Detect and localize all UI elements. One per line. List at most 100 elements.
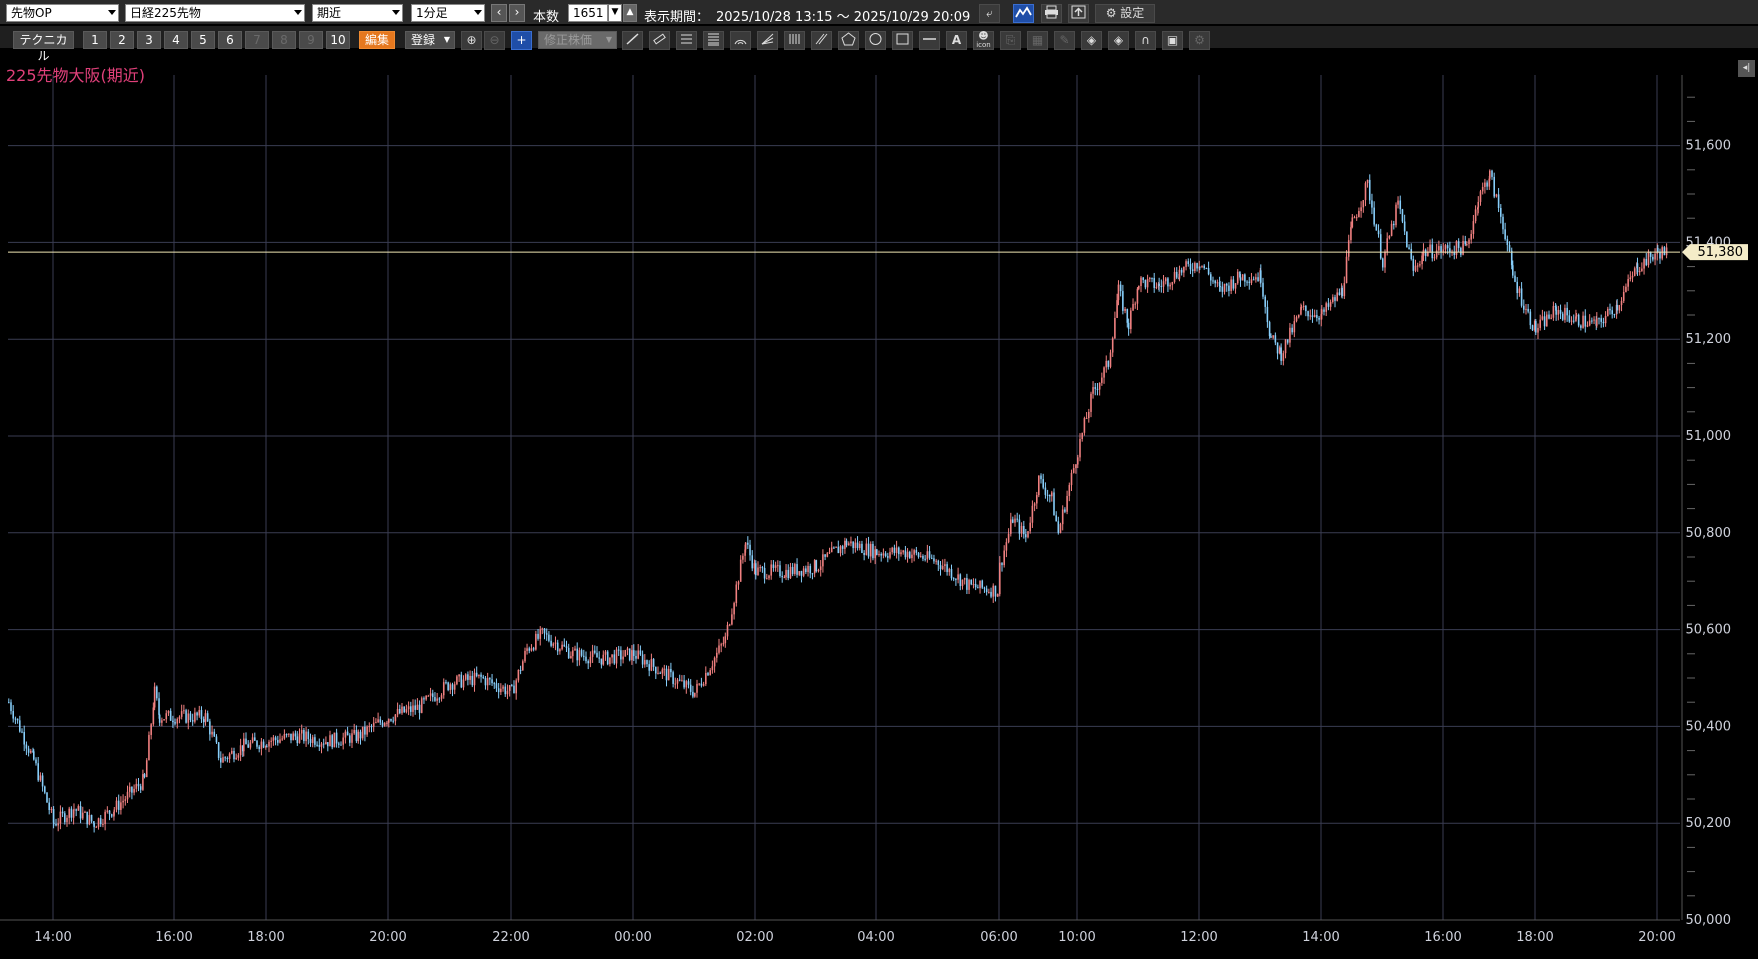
candle-body — [1255, 277, 1257, 280]
eraser-all-button[interactable]: ◈ — [1108, 31, 1129, 50]
adjusted-price-select[interactable]: 修正株価 ▼ — [538, 31, 617, 49]
icon-tool-button[interactable]: ☻ icon — [973, 31, 994, 50]
candle-body — [926, 551, 929, 560]
candle-body — [1543, 316, 1546, 327]
polygon-tool-button[interactable] — [838, 31, 859, 50]
return-button[interactable]: ⤶ — [979, 4, 1000, 23]
candle-body — [1347, 240, 1350, 257]
preset-button-6[interactable]: 6 — [218, 31, 242, 49]
candle-body — [429, 693, 432, 696]
candle-body — [990, 591, 992, 597]
instrument-type-select[interactable]: 先物OP — [6, 4, 119, 22]
candle-body — [33, 751, 35, 760]
fibonacci-tool-button[interactable] — [703, 31, 724, 50]
collapse-panel-button[interactable]: ◂| — [1738, 60, 1755, 77]
technical-button[interactable]: テクニカル — [13, 31, 74, 63]
grid-tool-button[interactable]: ▦ — [1027, 31, 1048, 50]
candle-body — [1228, 285, 1230, 291]
vlines-tool-button[interactable] — [784, 31, 805, 50]
rectangle-tool-button[interactable] — [892, 31, 913, 50]
candle-body — [372, 722, 375, 727]
preset-button-2[interactable]: 2 — [110, 31, 134, 49]
candle-body — [700, 683, 703, 686]
register-button[interactable]: 登録 ▼ — [405, 31, 455, 49]
candle-body — [1444, 245, 1447, 250]
candle-body — [163, 719, 165, 721]
candle-body — [462, 679, 465, 688]
candle-body — [1033, 503, 1036, 506]
candle-body — [1307, 311, 1309, 317]
ruler-tool-button[interactable] — [649, 31, 670, 50]
preset-button-3[interactable]: 3 — [137, 31, 161, 49]
print-button[interactable] — [1041, 4, 1062, 23]
candle-body — [1351, 217, 1354, 228]
crosshair-button[interactable]: + — [511, 31, 532, 50]
x-axis: 14:00 16:00 18:00 20:00 22:00 00:00 02:00 04:00… — [0, 919, 1680, 945]
magnet-tool-button[interactable]: ∩ — [1135, 31, 1156, 50]
candle-body — [167, 710, 170, 714]
preset-button-7[interactable]: 7 — [245, 31, 269, 49]
candle-body — [305, 731, 307, 742]
preset-button-10[interactable]: 10 — [326, 31, 350, 49]
bars-dropdown-button[interactable]: ▼ — [608, 4, 622, 22]
candle-body — [948, 569, 951, 573]
zoom-out-icon: ⊖ — [489, 33, 500, 47]
preset-button-9[interactable]: 9 — [299, 31, 323, 49]
candle-body — [368, 726, 371, 728]
eraser-tool-button[interactable]: ◈ — [1081, 31, 1102, 50]
candle-body — [805, 568, 807, 573]
preset-button-1[interactable]: 1 — [83, 31, 107, 49]
instrument-select[interactable]: 日経225先物 — [125, 4, 305, 22]
candle-body — [90, 814, 93, 822]
fan-tool-button[interactable] — [757, 31, 778, 50]
edit-button[interactable]: 編集 — [359, 31, 395, 49]
candle-body — [1345, 256, 1348, 284]
return-arrow-icon: ⤶ — [986, 6, 993, 20]
chart-mode-button[interactable] — [1013, 4, 1034, 23]
preset-button-8[interactable]: 8 — [272, 31, 296, 49]
candle-body — [1665, 247, 1668, 256]
settings-button[interactable]: ⚙ 設定 — [1095, 4, 1155, 23]
trendline-tool-button[interactable] — [622, 31, 643, 50]
circle-tool-button[interactable] — [865, 31, 886, 50]
fib-arc-tool-button[interactable] — [730, 31, 751, 50]
comment-tool-button[interactable]: ✎ — [1054, 31, 1075, 50]
candle-body — [850, 541, 852, 544]
candle-body — [344, 731, 347, 738]
candle-body — [1219, 286, 1221, 288]
channel-tool-button[interactable] — [811, 31, 832, 50]
lock-tool-button[interactable]: ▣ — [1162, 31, 1183, 50]
ruler-icon — [653, 33, 666, 45]
candle-body — [979, 580, 981, 589]
drawing-settings-button[interactable]: ⚙ — [1189, 31, 1210, 50]
next-period-button[interactable]: › — [509, 4, 525, 22]
candle-body — [1127, 322, 1130, 330]
text-tool-button[interactable]: A — [946, 31, 967, 50]
bars-input[interactable]: 1651 — [568, 4, 608, 22]
link-tool-button[interactable]: ⎘ — [1000, 31, 1021, 50]
candle-body — [1199, 266, 1201, 268]
candle-body — [451, 684, 454, 690]
price-chart[interactable]: 50,000 50,200 50,400 50,600 50,800 51,000 51,2… — [0, 75, 1758, 959]
zoom-out-button[interactable]: ⊖ — [484, 31, 505, 50]
prev-period-button[interactable]: ‹ — [491, 4, 507, 22]
candle-body — [353, 729, 355, 734]
hline-tool-button[interactable] — [919, 31, 940, 50]
candle-body — [524, 650, 526, 662]
preset-button-4[interactable]: 4 — [164, 31, 188, 49]
interval-select[interactable]: 1分足 — [411, 4, 485, 22]
candle-body — [1375, 224, 1378, 231]
export-button[interactable] — [1068, 4, 1089, 23]
hlines-tool-button[interactable] — [676, 31, 697, 50]
contract-month-select[interactable]: 期近 — [312, 4, 403, 22]
candle-body — [204, 713, 207, 723]
bars-stepper-up[interactable]: ▲ — [623, 4, 637, 22]
candle-body — [1512, 265, 1514, 276]
preset-button-5[interactable]: 5 — [191, 31, 215, 49]
candle-body — [1588, 320, 1591, 326]
candle-body — [1435, 250, 1438, 258]
candle-body — [678, 679, 681, 681]
candle-body — [968, 579, 970, 590]
zoom-in-button[interactable]: ⊕ — [461, 31, 482, 50]
candle-body — [53, 822, 55, 824]
